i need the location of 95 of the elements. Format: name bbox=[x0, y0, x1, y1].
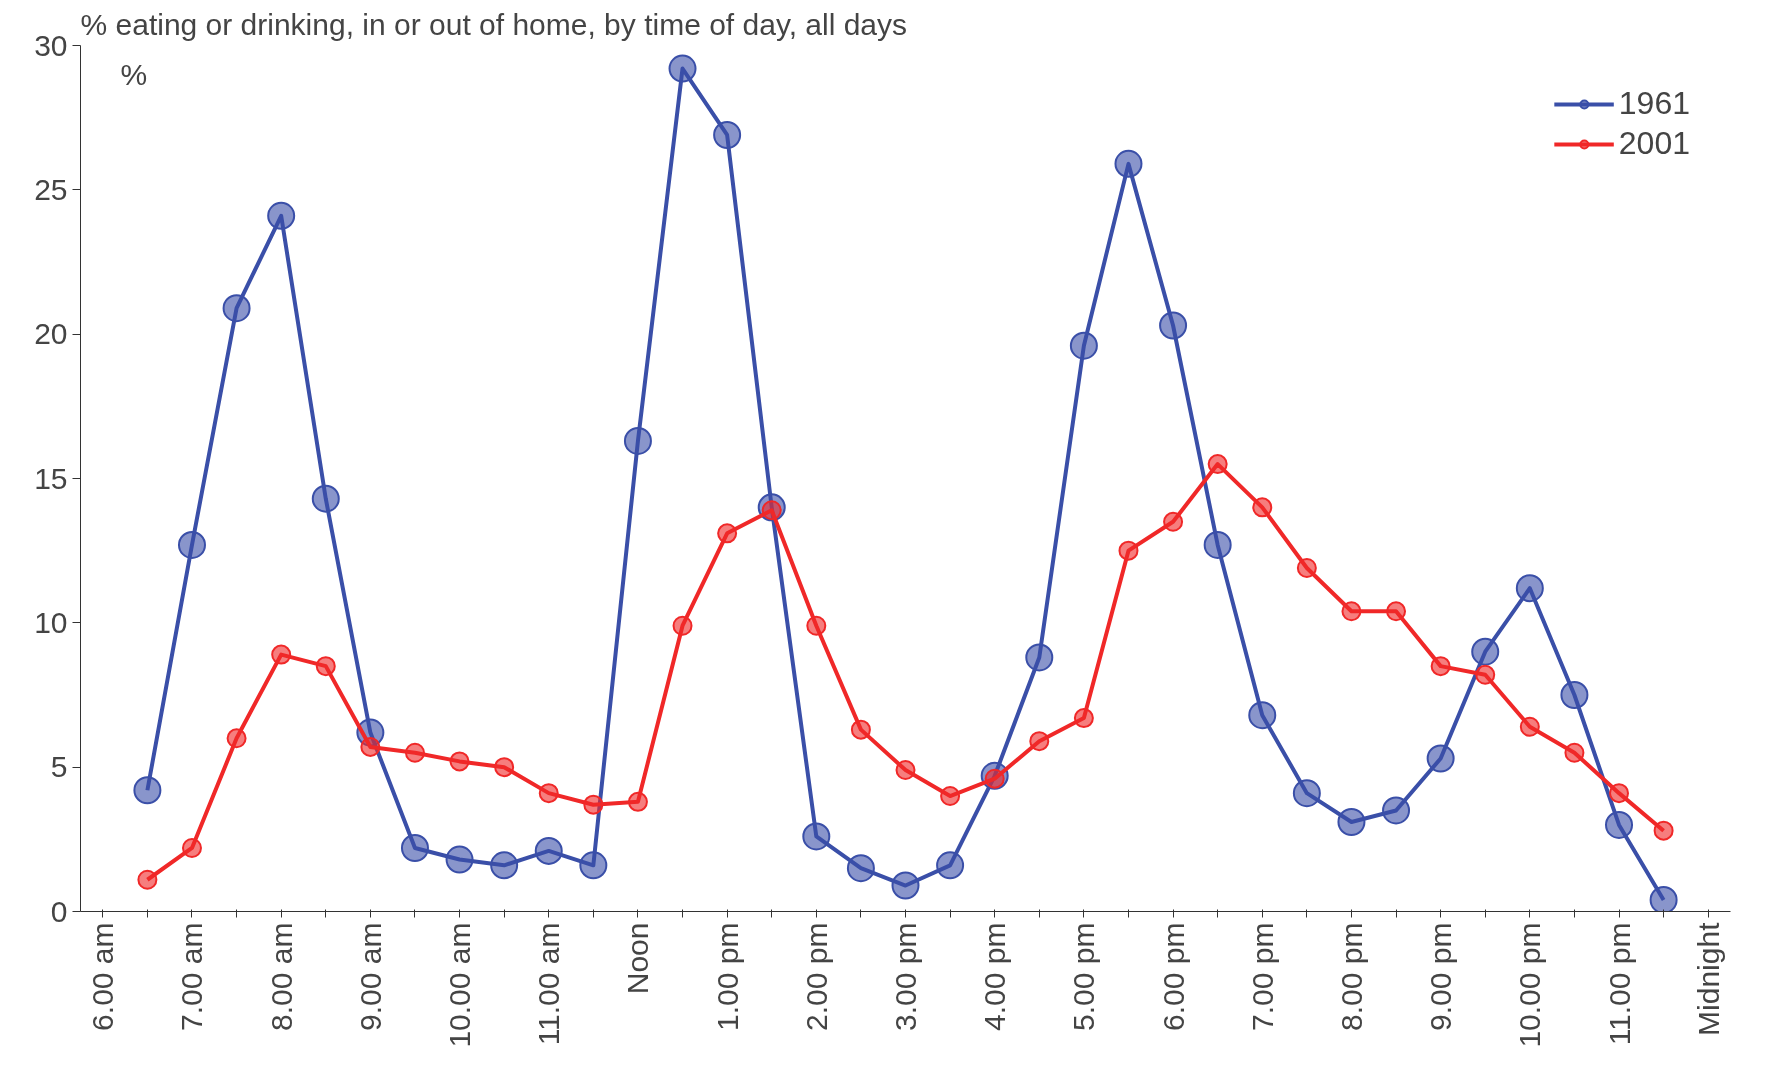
x-tick-label: 8.00 pm bbox=[1334, 922, 1368, 1031]
point bbox=[267, 201, 296, 230]
y-tick-label: 20 bbox=[34, 317, 68, 351]
point bbox=[1163, 511, 1184, 532]
legend-label: 2001 bbox=[1618, 125, 1690, 162]
point bbox=[583, 794, 604, 815]
y-tick-label: 5 bbox=[50, 750, 68, 784]
point bbox=[311, 484, 340, 513]
point bbox=[494, 757, 515, 778]
x-tick-label: Noon bbox=[621, 922, 655, 995]
y-tick-label: 10 bbox=[34, 605, 68, 639]
point bbox=[1292, 779, 1321, 808]
point bbox=[1564, 742, 1585, 763]
x-tick-label: 4.00 pm bbox=[978, 922, 1012, 1031]
point bbox=[1248, 701, 1277, 730]
point bbox=[315, 656, 336, 677]
point bbox=[445, 845, 474, 874]
point bbox=[400, 834, 429, 862]
point bbox=[1430, 656, 1451, 677]
point bbox=[534, 836, 563, 865]
point bbox=[181, 838, 202, 858]
point bbox=[490, 851, 519, 880]
point bbox=[1560, 681, 1589, 709]
point bbox=[1382, 796, 1411, 825]
point bbox=[1069, 331, 1098, 360]
point bbox=[717, 523, 738, 544]
point bbox=[623, 427, 652, 455]
point bbox=[360, 736, 381, 757]
point bbox=[1203, 530, 1232, 559]
point bbox=[449, 751, 470, 772]
point bbox=[713, 121, 742, 149]
point bbox=[1073, 708, 1094, 729]
x-tick-label: 3.00 pm bbox=[889, 922, 922, 1031]
point bbox=[627, 791, 648, 812]
y-tick-label: 15 bbox=[34, 461, 68, 495]
x-tick-label: 7.00 pm bbox=[1245, 922, 1279, 1031]
x-tick-label: Midnight bbox=[1691, 921, 1725, 1036]
point bbox=[1609, 783, 1630, 804]
legend-label: 1961 bbox=[1618, 85, 1690, 122]
x-tick-label: 9.00 am bbox=[353, 922, 387, 1031]
point bbox=[1426, 744, 1455, 773]
point bbox=[802, 822, 831, 851]
point bbox=[1605, 810, 1634, 839]
point bbox=[133, 776, 162, 805]
point bbox=[1114, 149, 1143, 178]
x-tick-label: 1.00 pm bbox=[710, 922, 744, 1031]
x-tick-label: 6.00 am bbox=[86, 922, 120, 1031]
chart-title: % eating or drinking, in or out of home, by time of day, all days bbox=[80, 7, 908, 41]
y-tick-label: 30 bbox=[34, 28, 68, 62]
y-axis-title: % bbox=[120, 57, 148, 91]
point bbox=[1519, 716, 1540, 737]
point bbox=[1471, 637, 1500, 666]
point bbox=[1159, 311, 1188, 340]
point bbox=[806, 615, 827, 636]
point bbox=[271, 644, 292, 665]
point bbox=[1029, 731, 1050, 752]
x-tick-label: 11.00 am bbox=[532, 922, 566, 1046]
point bbox=[846, 854, 875, 883]
x-tick-label: 9.00 pm bbox=[1424, 922, 1458, 1031]
point bbox=[1207, 454, 1228, 475]
x-tick-label: 11.00 pm bbox=[1602, 922, 1636, 1046]
x-tick-label: 5.00 pm bbox=[1067, 922, 1101, 1031]
point bbox=[1296, 558, 1317, 578]
point bbox=[1252, 497, 1273, 518]
x-tick-label: 8.00 am bbox=[264, 922, 298, 1031]
y-tick-label: 25 bbox=[34, 172, 68, 206]
point bbox=[891, 871, 920, 900]
point bbox=[177, 530, 206, 559]
point bbox=[850, 719, 871, 740]
point bbox=[226, 728, 247, 749]
x-tick-label: 10.00 pm bbox=[1513, 922, 1547, 1048]
point bbox=[1475, 664, 1496, 685]
point bbox=[579, 851, 608, 880]
x-tick-label: 10.00 am bbox=[443, 922, 477, 1048]
point bbox=[668, 54, 697, 83]
point bbox=[222, 294, 251, 323]
point bbox=[404, 742, 425, 763]
y-tick-label: 0 bbox=[50, 894, 68, 928]
point bbox=[1515, 574, 1544, 603]
point bbox=[940, 786, 961, 807]
point bbox=[1649, 885, 1678, 912]
point bbox=[895, 760, 916, 781]
point bbox=[1337, 808, 1366, 836]
point bbox=[672, 615, 693, 636]
point bbox=[936, 851, 965, 880]
point bbox=[1025, 643, 1054, 672]
point bbox=[1386, 601, 1407, 622]
point bbox=[1118, 540, 1139, 561]
point bbox=[1341, 601, 1362, 622]
x-tick-label: 6.00 pm bbox=[1156, 922, 1190, 1031]
point bbox=[137, 869, 158, 890]
point bbox=[1653, 820, 1674, 841]
x-tick-label: 2.00 pm bbox=[799, 922, 833, 1031]
point bbox=[538, 783, 559, 804]
x-tick-label: 7.00 am bbox=[175, 922, 209, 1031]
